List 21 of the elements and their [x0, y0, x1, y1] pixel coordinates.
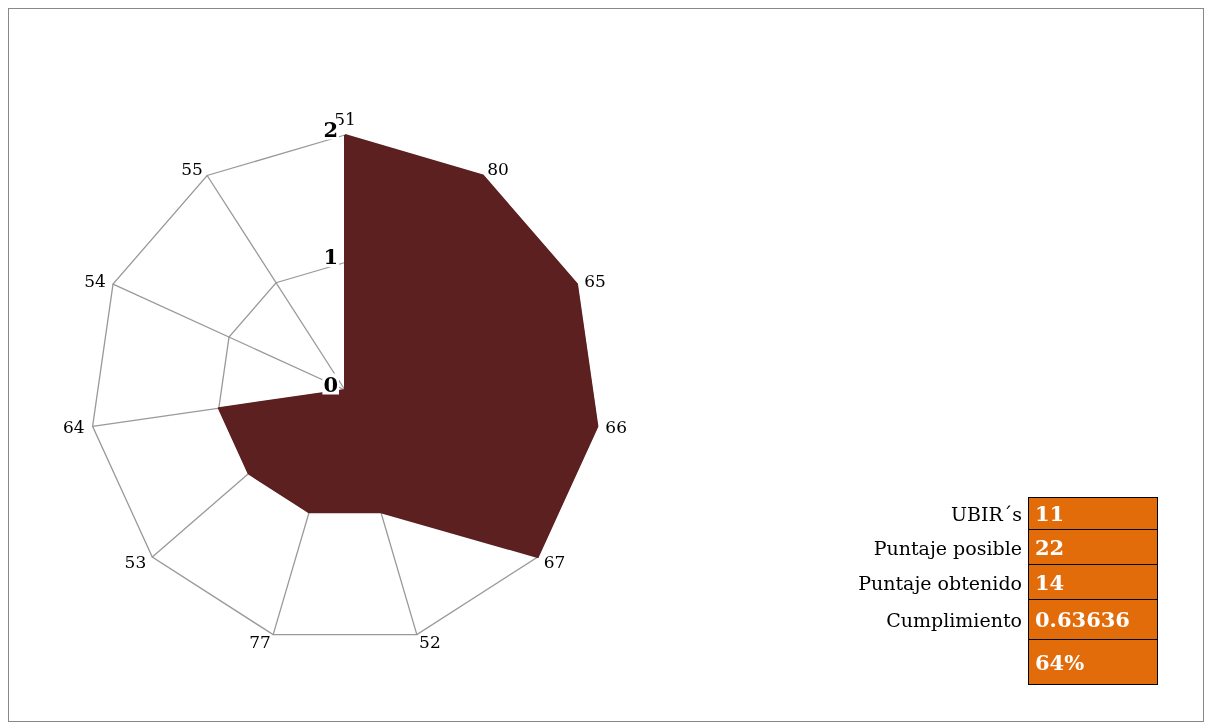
- spoke-label: 65: [584, 270, 606, 291]
- category-label: Puntaje obtenido: [857, 570, 1023, 596]
- spoke-label: 67: [543, 552, 566, 573]
- spoke-label: 52: [419, 632, 441, 653]
- y-tick-label: 0: [323, 371, 338, 397]
- y-tick-label: 1: [323, 244, 338, 269]
- text: 22: [1035, 534, 1065, 560]
- spoke-label: 66: [605, 417, 627, 438]
- spoke-label: 53: [124, 552, 147, 573]
- category-label: UBIR´s: [949, 501, 1023, 527]
- spoke-label: 80: [487, 158, 509, 179]
- category-label: Puntaje posible: [872, 535, 1023, 561]
- text: 0.63636: [1035, 607, 1130, 632]
- spoke-label: 54: [84, 270, 106, 291]
- category-label: Cumplimiento: [885, 608, 1023, 633]
- spoke-label: 77: [249, 632, 271, 653]
- text: 11: [1035, 501, 1065, 526]
- text: 14: [1035, 569, 1065, 595]
- spoke-label: 55: [181, 158, 203, 179]
- text: 64%: [1035, 649, 1085, 675]
- spoke-label: 64: [63, 417, 85, 438]
